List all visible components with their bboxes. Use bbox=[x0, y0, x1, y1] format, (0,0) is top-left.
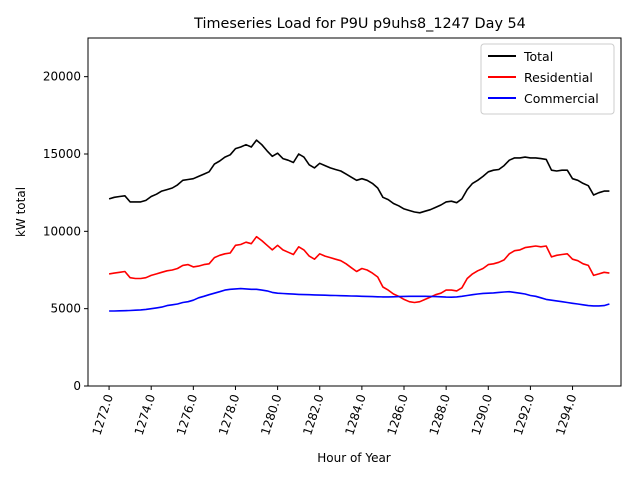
x-axis-label: Hour of Year bbox=[317, 451, 391, 465]
chart-title: Timeseries Load for P9U p9uhs8_1247 Day … bbox=[193, 16, 526, 32]
x-tick-label: 1288.0 bbox=[427, 393, 453, 437]
x-tick-label: 1292.0 bbox=[511, 393, 537, 437]
y-tick-label: 20000 bbox=[43, 70, 81, 84]
legend-box bbox=[480, 43, 615, 115]
series-line-residential bbox=[108, 235, 610, 304]
x-axis-ticks: 1272.0 1274.0 1276.0 1278.0 1280.0 1282.0 1284… bbox=[90, 386, 579, 437]
y-axis-label: kW total bbox=[14, 187, 28, 237]
plot-frame bbox=[87, 37, 622, 387]
y-tick-label: 0 bbox=[73, 379, 81, 393]
series-line-total bbox=[108, 139, 610, 214]
x-tick-label: 1284.0 bbox=[342, 393, 368, 437]
y-tick-label: 5000 bbox=[50, 302, 81, 316]
x-tick-label: 1294.0 bbox=[553, 393, 579, 437]
legend-label-residential: Residential bbox=[524, 70, 593, 85]
y-tick-label: 15000 bbox=[43, 147, 81, 161]
series-line-commercial bbox=[109, 287, 610, 312]
legend: Total Residential Commercial bbox=[480, 43, 615, 115]
plot-lines bbox=[108, 139, 610, 312]
y-tick-label: 10000 bbox=[43, 224, 81, 238]
x-tick-label: 1286.0 bbox=[385, 393, 411, 437]
x-tick-label: 1276.0 bbox=[174, 393, 200, 437]
legend-label-commercial: Commercial bbox=[524, 91, 599, 106]
x-tick-label: 1290.0 bbox=[469, 393, 495, 437]
legend-label-total: Total bbox=[523, 49, 553, 64]
x-tick-label: 1272.0 bbox=[90, 393, 116, 437]
x-tick-label: 1280.0 bbox=[258, 393, 284, 437]
y-axis-ticks: 0 5000 10000 15000 20000 bbox=[43, 70, 88, 393]
x-tick-label: 1274.0 bbox=[132, 393, 158, 437]
x-tick-label: 1278.0 bbox=[216, 393, 242, 437]
x-tick-label: 1282.0 bbox=[300, 393, 326, 437]
